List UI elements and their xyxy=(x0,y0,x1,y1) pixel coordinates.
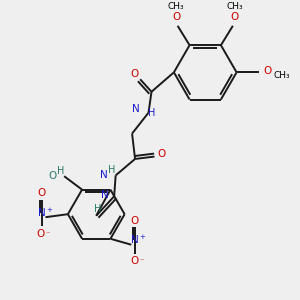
Text: N: N xyxy=(131,235,139,245)
Text: O: O xyxy=(36,229,44,238)
Text: CH₃: CH₃ xyxy=(226,2,243,11)
Text: O: O xyxy=(230,12,238,22)
Text: H: H xyxy=(108,165,116,175)
Text: O: O xyxy=(264,66,272,76)
Text: O: O xyxy=(38,188,46,198)
Text: H: H xyxy=(148,108,155,118)
Text: H: H xyxy=(94,204,101,214)
Text: N: N xyxy=(132,104,140,114)
Text: ⁻: ⁻ xyxy=(139,257,144,266)
Text: CH₃: CH₃ xyxy=(168,2,184,11)
Text: H: H xyxy=(57,166,64,176)
Text: +: + xyxy=(46,207,52,213)
Text: O: O xyxy=(131,216,139,226)
Text: O: O xyxy=(131,256,139,266)
Text: O: O xyxy=(130,69,139,79)
Text: ⁻: ⁻ xyxy=(45,229,50,238)
Text: N: N xyxy=(100,170,108,180)
Text: +: + xyxy=(139,234,145,240)
Text: N: N xyxy=(38,208,46,218)
Text: N: N xyxy=(101,190,109,200)
Text: CH₃: CH₃ xyxy=(273,71,290,80)
Text: O: O xyxy=(157,148,165,159)
Text: O: O xyxy=(172,12,180,22)
Text: O: O xyxy=(48,171,56,181)
